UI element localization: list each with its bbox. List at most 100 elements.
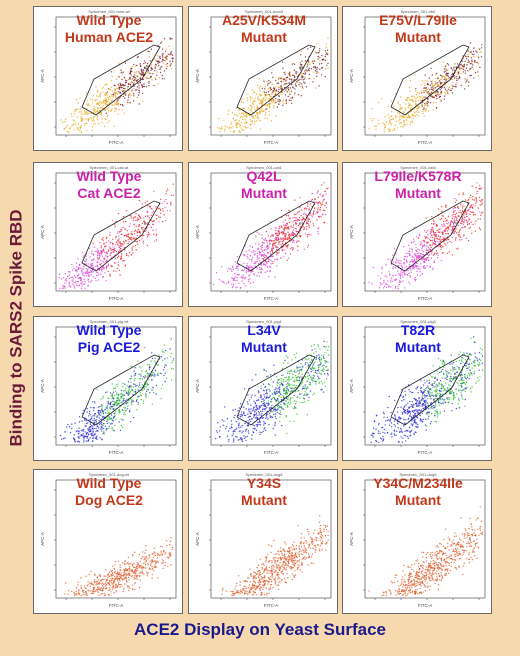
event-dot: [278, 241, 280, 243]
event-dot: [131, 91, 133, 93]
event-dot: [417, 268, 420, 270]
event-dot: [95, 103, 97, 106]
event-dot: [285, 89, 287, 91]
event-dot: [321, 203, 324, 205]
event-dot: [115, 384, 117, 386]
event-dot: [368, 128, 370, 130]
event-dot: [128, 241, 130, 243]
event-dot: [286, 247, 288, 249]
panel-title-line: A25V/K534M: [221, 12, 307, 28]
event-dot: [259, 252, 262, 254]
event-dot: [245, 408, 247, 410]
event-dot: [115, 401, 118, 404]
event-dot: [414, 280, 416, 282]
event-dot: [314, 198, 316, 200]
event-dot: [371, 108, 374, 110]
event-dot: [250, 108, 252, 111]
event-dot: [96, 425, 99, 427]
event-dot: [310, 199, 313, 202]
event-dot: [238, 130, 240, 132]
event-dot: [230, 123, 232, 125]
event-dot: [258, 99, 260, 101]
event-dot: [317, 196, 319, 198]
event-dot: [129, 76, 131, 79]
event-dot: [92, 118, 95, 120]
event-dot: [110, 252, 112, 254]
event-dot: [405, 98, 408, 101]
event-dot: [274, 227, 277, 229]
event-dot: [457, 224, 459, 227]
event-dot: [408, 102, 410, 105]
event-dot: [466, 223, 469, 226]
event-dot: [114, 415, 116, 417]
event-dot: [116, 92, 118, 94]
event-dot: [285, 252, 287, 255]
event-dot: [127, 82, 130, 85]
event-dot: [157, 65, 159, 68]
panel-title-line: Mutant: [395, 185, 441, 201]
event-dot: [258, 275, 261, 277]
event-dot: [265, 108, 267, 110]
event-dot: [430, 80, 432, 83]
event-dot: [325, 193, 327, 195]
event-dot: [454, 213, 456, 216]
event-dot: [318, 63, 321, 65]
event-dot: [114, 402, 116, 405]
event-dot: [435, 77, 437, 80]
event-dot: [132, 93, 135, 95]
event-dot: [95, 427, 97, 430]
event-dot: [84, 271, 87, 273]
event-dot: [316, 212, 319, 214]
event-dot: [285, 238, 287, 240]
event-dot: [284, 249, 286, 251]
event-dot: [473, 199, 476, 201]
event-dot: [468, 61, 470, 63]
event-dot: [439, 235, 442, 238]
event-dot: [275, 79, 277, 82]
event-dot: [279, 101, 281, 103]
event-dot: [110, 249, 112, 251]
scatter-panel: Specimen_001-hum-wt FITC-A APC-A P1 Wild Typ…: [33, 6, 183, 151]
dot-cloud: [58, 183, 174, 290]
event-dot: [89, 256, 91, 258]
event-dot: [238, 108, 240, 110]
event-dot: [462, 210, 464, 213]
event-dot: [276, 248, 278, 251]
event-dot: [110, 93, 113, 96]
event-dot: [423, 245, 426, 247]
event-dot: [408, 117, 411, 119]
event-dot: [105, 255, 107, 257]
event-dot: [445, 227, 447, 229]
event-dot: [80, 110, 82, 112]
event-dot: [447, 232, 449, 235]
event-dot: [309, 46, 312, 48]
event-dot: [122, 413, 125, 416]
event-dot: [383, 285, 385, 288]
event-dot: [414, 265, 417, 267]
event-dot: [266, 97, 268, 99]
event-dot: [165, 56, 167, 59]
event-dot: [408, 253, 411, 255]
event-dot: [263, 239, 265, 241]
event-dot: [172, 358, 175, 360]
event-dot: [269, 89, 271, 92]
event-dot: [256, 252, 259, 255]
event-dot: [100, 422, 103, 424]
event-dot: [101, 107, 103, 110]
event-dot: [324, 205, 326, 207]
event-dot: [415, 100, 417, 102]
event-dot: [149, 365, 151, 367]
event-dot: [251, 106, 253, 109]
event-dot: [239, 131, 242, 133]
event-dot: [423, 109, 425, 111]
event-dot: [325, 43, 327, 45]
event-dot: [96, 435, 98, 437]
event-dot: [136, 232, 139, 234]
event-dot: [289, 97, 291, 100]
event-dot: [475, 220, 477, 222]
event-dot: [150, 69, 152, 71]
event-dot: [440, 75, 443, 77]
event-dot: [136, 384, 138, 387]
event-dot: [404, 267, 406, 269]
event-dot: [219, 130, 221, 133]
